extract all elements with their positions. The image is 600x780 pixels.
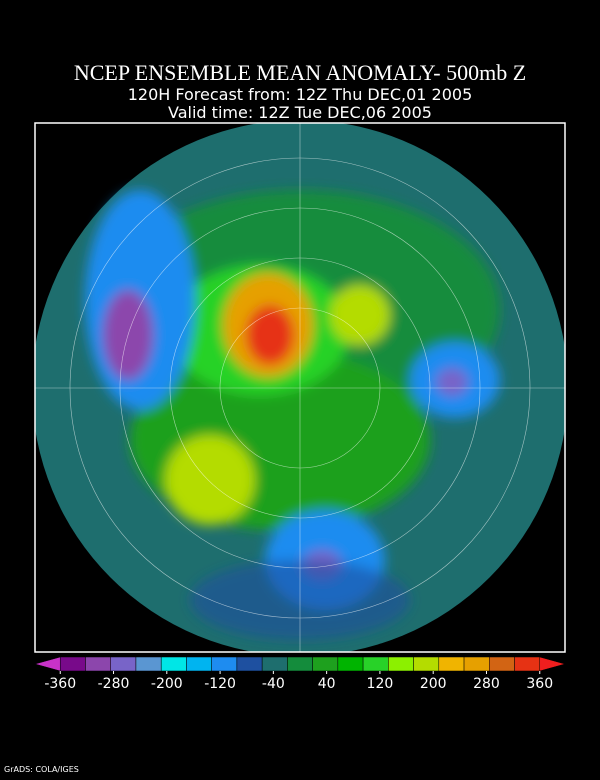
- colorbar-label: 360: [526, 676, 553, 692]
- colorbar-label: -120: [204, 676, 236, 692]
- colorbar-box: [413, 656, 440, 672]
- colorbar-label: -200: [151, 676, 183, 692]
- colorbar-box: [110, 656, 137, 672]
- colorbar-box: [438, 656, 465, 672]
- colorbar-box: [489, 656, 515, 672]
- colorbar-box: [236, 656, 263, 672]
- colorbar-box: [211, 656, 238, 672]
- colorbar-box: [261, 656, 288, 672]
- colorbar-label: 40: [318, 676, 336, 692]
- title: NCEP ENSEMBLE MEAN ANOMALY- 500mb Z: [74, 60, 526, 85]
- colorbar-box: [312, 656, 339, 672]
- subtitle: 120H Forecast from: 12Z Thu DEC,01 2005: [128, 85, 473, 104]
- colorbar-box: [514, 656, 541, 672]
- colorbar-box: [362, 656, 389, 672]
- colorbar-label: -40: [262, 676, 285, 692]
- valid-time: Valid time: 12Z Tue DEC,06 2005: [168, 103, 432, 122]
- colorbar-label: -280: [98, 676, 130, 692]
- colorbar-box: [186, 656, 212, 672]
- colorbar-arrow: [539, 656, 566, 672]
- colorbar-label: 200: [420, 676, 447, 692]
- colorbar-box: [463, 656, 490, 672]
- colorbar-label: -360: [44, 676, 76, 692]
- contours: [35, 123, 565, 652]
- colorbar-box: [337, 656, 364, 672]
- colorbar-box: [388, 656, 414, 672]
- colorbar-box: [160, 656, 187, 672]
- colorbar-label: 120: [367, 676, 394, 692]
- colorbar-label: 280: [473, 676, 500, 692]
- colorbar: -360 -280 -200 -120 -40 40 120 200 280 360: [34, 656, 566, 692]
- map-frame: [34, 122, 566, 653]
- anomaly-area: [330, 285, 390, 345]
- footer: GrADS: COLA/IGES: [4, 765, 79, 774]
- colorbar-box: [85, 656, 111, 672]
- colorbar-box: [287, 656, 313, 672]
- anomaly-area: [165, 435, 255, 525]
- map: [35, 123, 565, 652]
- colorbar-box: [135, 656, 162, 672]
- anomaly-field: [85, 190, 500, 640]
- colorbar-box: [59, 656, 86, 672]
- anomaly-area: [436, 368, 468, 396]
